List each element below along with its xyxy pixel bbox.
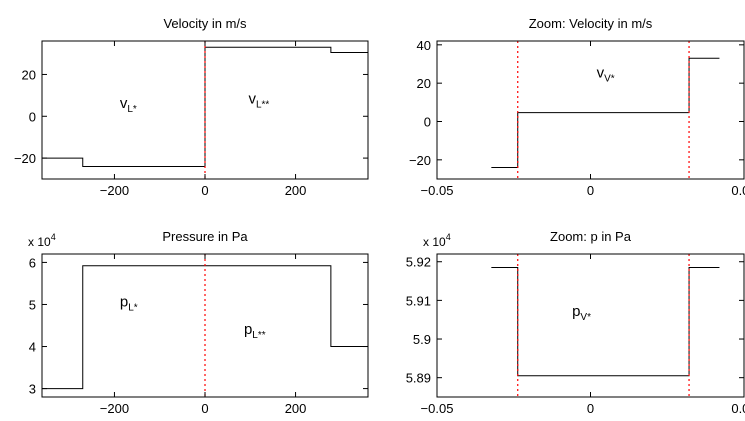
velocity-zoom-xtick-label: 0: [587, 183, 594, 198]
velocity-zoom-ytick-label: −20: [409, 153, 431, 168]
pressure-zoom-multiplier: x 104: [423, 232, 451, 249]
pressure-zoom-ytick-label: 5.89: [406, 371, 431, 386]
velocity-xtick-label: −200: [100, 183, 129, 198]
velocity-zoom-axes-box: [436, 40, 745, 180]
pressure-zoom-ytick-label: 5.9: [413, 332, 431, 347]
velocity-annotation: vL*: [120, 95, 137, 115]
pressure-multiplier: x 104: [28, 232, 56, 249]
velocity-zoom-panel: Zoom: Velocity in m/s −0.05 0 0.05 −20 0 20 40 v…: [409, 16, 745, 198]
pressure-zoom-ytick-label: 5.92: [406, 255, 431, 270]
pressure-zoom-series-line: [491, 267, 720, 377]
pressure-zoom-annotation: pV*: [572, 303, 591, 323]
velocity-zoom-xtick-label: −0.05: [421, 183, 454, 198]
pressure-zoom-panel: Zoom: p in Pa x 104 −0.05 0 0.05 5.89 5.9 5.91 5…: [406, 229, 745, 416]
velocity-zoom-ytick-label: 0: [424, 115, 431, 130]
pressure-ytick-label: 5: [29, 297, 36, 312]
pressure-annotation: pL*: [120, 294, 138, 314]
pressure-zoom-xtick-label: −0.05: [421, 401, 454, 416]
velocity-zoom-xtick-label: 0.05: [731, 183, 745, 198]
velocity-xtick-label: 200: [285, 183, 307, 198]
pressure-ytick-label: 6: [29, 255, 36, 270]
pressure-title: Pressure in Pa: [162, 229, 248, 244]
pressure-annotation: pL**: [244, 321, 266, 341]
velocity-ytick-label: 0: [29, 109, 36, 124]
pressure-zoom-xtick-label: 0: [587, 401, 594, 416]
pressure-zoom-xtick-label: 0.05: [731, 401, 745, 416]
pressure-zoom-ytick-label: 5.91: [406, 293, 431, 308]
velocity-xtick-label: 0: [201, 183, 208, 198]
pressure-series-line: [42, 265, 368, 390]
velocity-ytick-label: 20: [22, 67, 36, 82]
pressure-xtick-label: 200: [285, 401, 307, 416]
velocity-zoom-annotation: vV*: [597, 64, 615, 84]
velocity-zoom-title: Zoom: Velocity in m/s: [529, 16, 653, 31]
pressure-panel: Pressure in Pa x 104 −200 0 200 3 4 5 6 pL* pL**: [28, 229, 369, 416]
velocity-ytick-label: −20: [14, 151, 36, 166]
velocity-zoom-ytick-label: 40: [417, 38, 431, 53]
velocity-zoom-ytick-label: 20: [417, 76, 431, 91]
velocity-title: Velocity in m/s: [163, 16, 247, 31]
velocity-annotation: vL**: [248, 91, 269, 111]
pressure-zoom-title: Zoom: p in Pa: [550, 229, 632, 244]
pressure-xtick-label: 0: [201, 401, 208, 416]
velocity-zoom-series-line: [491, 57, 720, 168]
pressure-ytick-label: 3: [29, 382, 36, 397]
pressure-xtick-label: −200: [100, 401, 129, 416]
pressure-ytick-label: 4: [29, 340, 36, 355]
